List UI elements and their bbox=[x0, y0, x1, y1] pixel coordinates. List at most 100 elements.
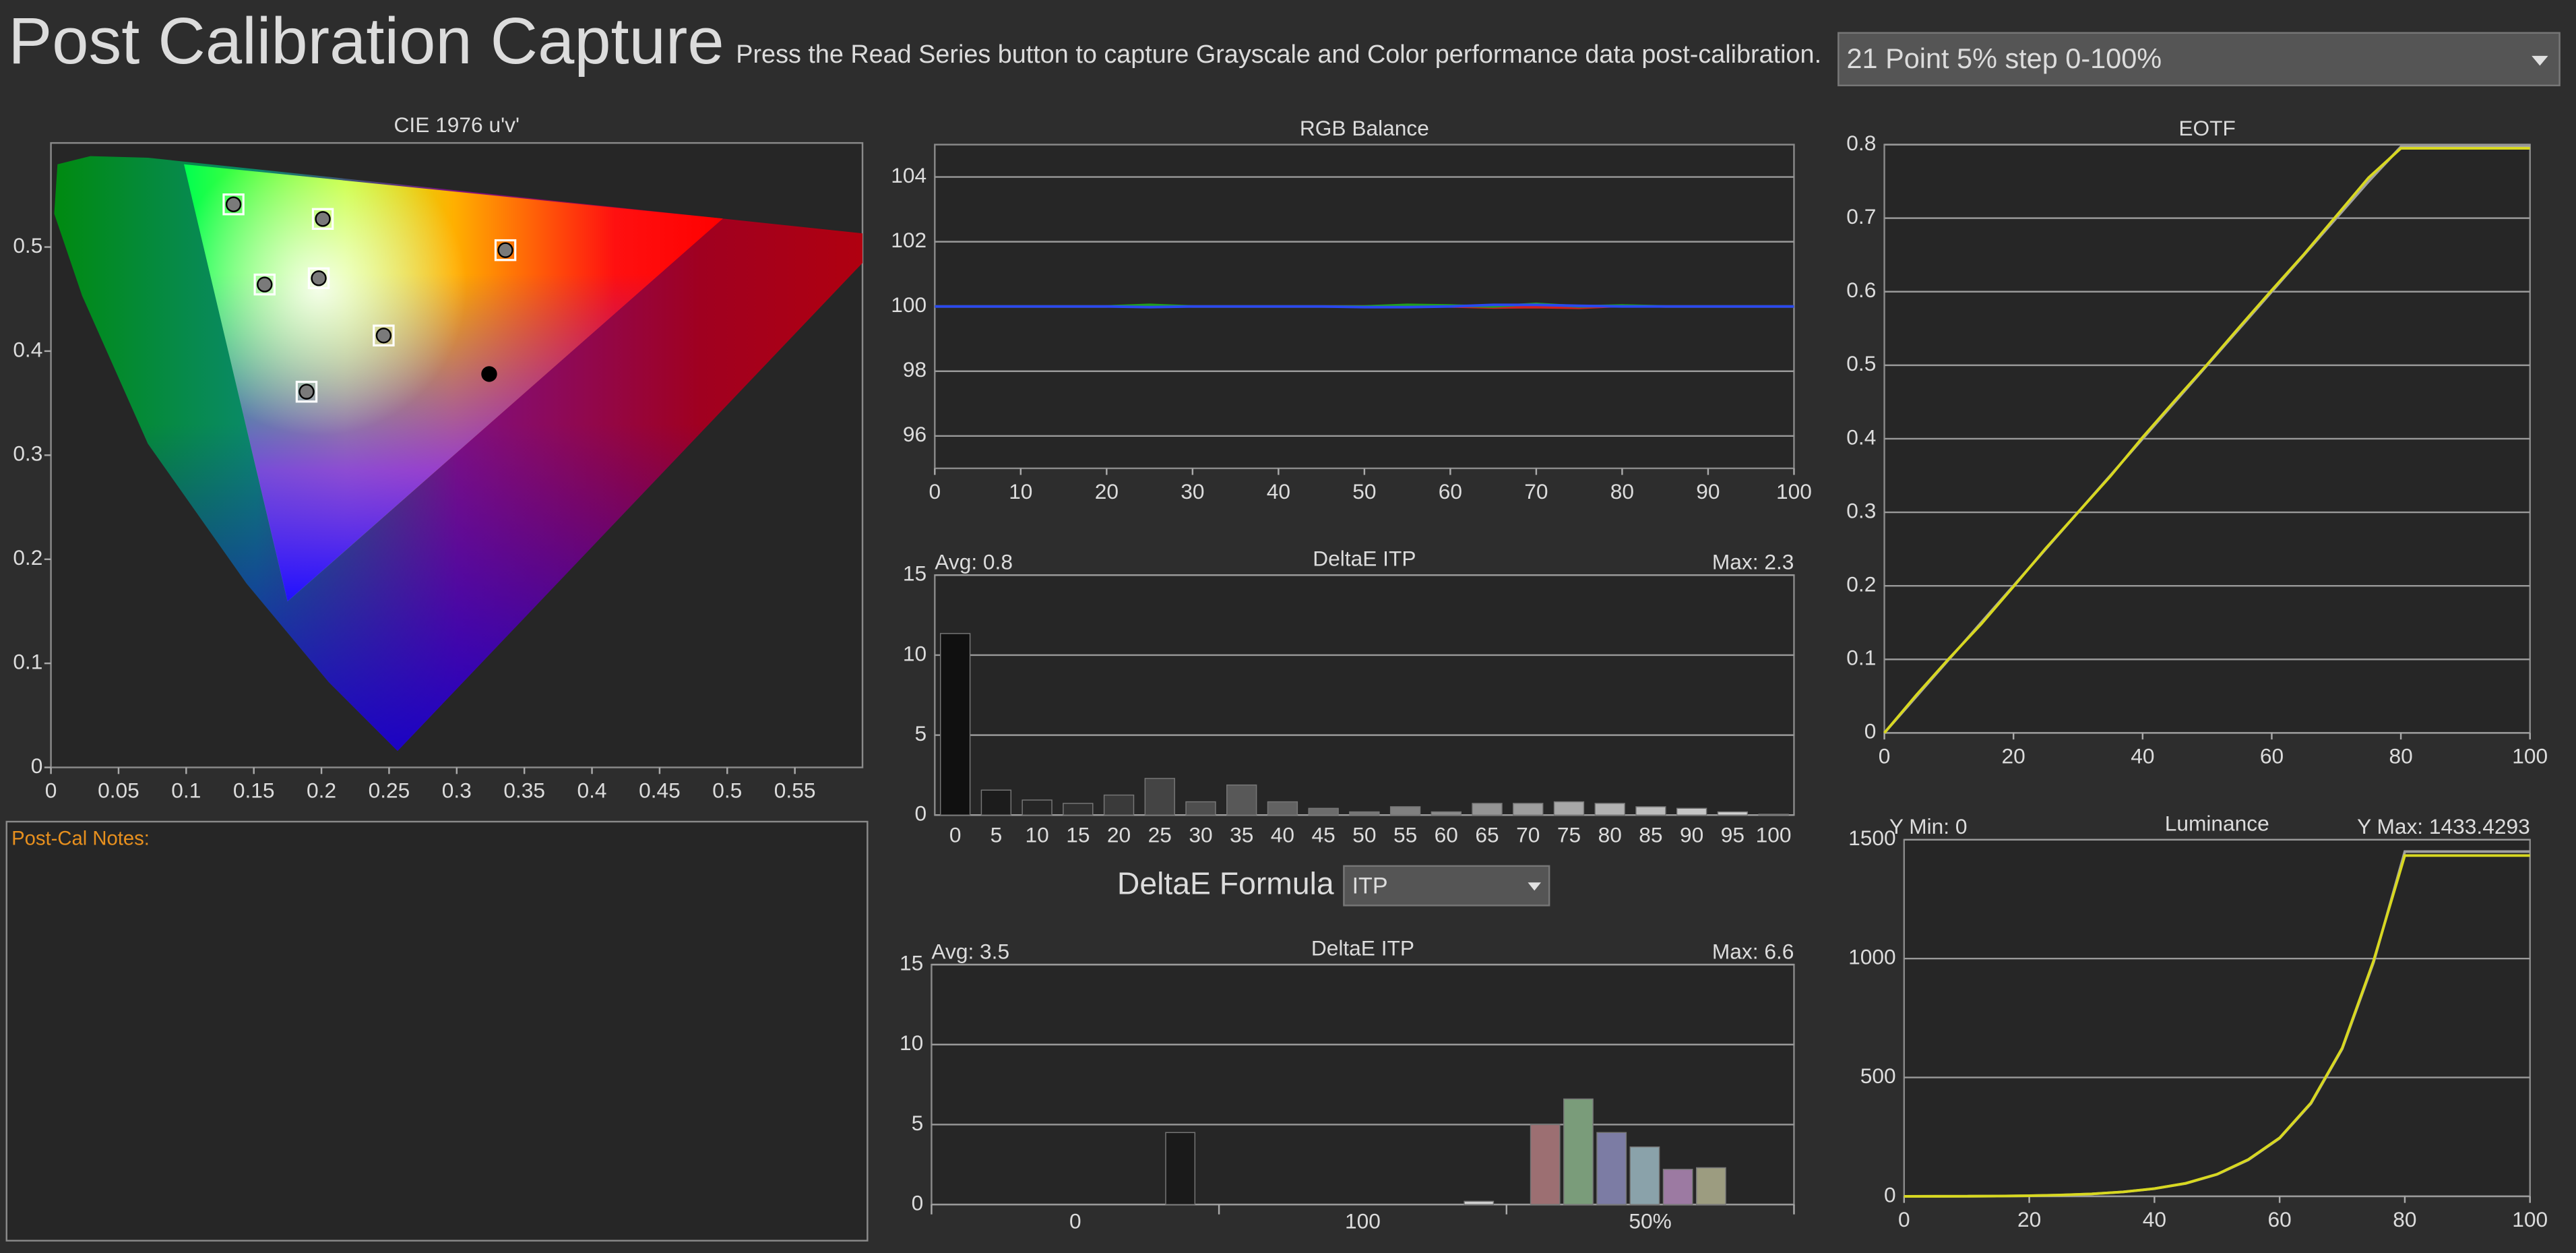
group-label: 0 bbox=[1069, 1209, 1081, 1233]
bar bbox=[1103, 794, 1135, 816]
y-tick-label: 5 bbox=[914, 721, 926, 745]
y-tick-label: 104 bbox=[891, 163, 926, 187]
dropdown-arrow[interactable] bbox=[2532, 55, 2548, 66]
x-tick-label: 40 bbox=[1271, 822, 1294, 847]
x-tick-label: 70 bbox=[1516, 822, 1540, 847]
y-tick-label: 0.2 bbox=[1846, 572, 1876, 597]
bar bbox=[980, 789, 1012, 816]
x-tick-label: 60 bbox=[1435, 822, 1458, 847]
series-dropdown[interactable]: 21 Point 5% step 0-100% bbox=[1837, 32, 2561, 86]
y-tick-label: 1500 bbox=[1848, 826, 1896, 850]
x-tick-label: 90 bbox=[1680, 822, 1703, 847]
series-line bbox=[1883, 147, 2530, 734]
bar bbox=[1185, 801, 1216, 816]
y-tick-label: 500 bbox=[1860, 1064, 1896, 1088]
bar bbox=[1267, 801, 1298, 816]
x-tick-label: 100 bbox=[1776, 479, 1812, 503]
plot-area bbox=[934, 574, 1795, 816]
bar bbox=[1349, 811, 1380, 816]
y-tick-label: 0.2 bbox=[13, 545, 42, 570]
bar bbox=[1513, 803, 1544, 816]
y-tick-label: 0.8 bbox=[1846, 131, 1876, 155]
chart-title: EOTF bbox=[2178, 116, 2236, 140]
notes-box[interactable] bbox=[5, 820, 869, 1242]
y-tick-label: 0.7 bbox=[1846, 204, 1876, 228]
y-tick-label: 0.6 bbox=[1846, 278, 1876, 302]
x-tick-label: 95 bbox=[1721, 822, 1745, 847]
x-tick-label: 80 bbox=[2393, 1207, 2416, 1231]
x-tick-label: 0 bbox=[1898, 1207, 1910, 1231]
x-tick-label: 0.15 bbox=[233, 778, 275, 803]
x-tick-label: 0 bbox=[45, 778, 57, 803]
page-title: Post Calibration Capture bbox=[8, 4, 724, 78]
dropdown-arrow[interactable] bbox=[1528, 882, 1541, 891]
y-tick-label: 0.5 bbox=[1846, 351, 1876, 375]
max-label: Max: 2.3 bbox=[1712, 550, 1794, 574]
chart-title: CIE 1976 u'v' bbox=[394, 113, 520, 137]
x-tick-label: 0.55 bbox=[774, 778, 816, 803]
x-tick-label: 0.5 bbox=[712, 778, 742, 803]
x-tick-label: 90 bbox=[1696, 479, 1720, 503]
point bbox=[315, 211, 331, 227]
ymin-label: Y Min: 0 bbox=[1889, 814, 1968, 838]
x-tick-label: 70 bbox=[1524, 479, 1548, 503]
bar bbox=[1594, 803, 1625, 816]
x-tick-label: 0.45 bbox=[639, 778, 681, 803]
x-tick-label: 20 bbox=[1095, 479, 1119, 503]
x-tick-label: 20 bbox=[2002, 743, 2025, 768]
x-tick-label: 0 bbox=[929, 479, 941, 503]
dropdown-box[interactable] bbox=[1343, 865, 1550, 907]
x-tick-label: 100 bbox=[1756, 822, 1792, 847]
bar bbox=[1472, 803, 1503, 816]
chart-title: DeltaE ITP bbox=[1311, 936, 1414, 960]
bar bbox=[1553, 801, 1585, 816]
x-tick-label: 15 bbox=[1066, 822, 1090, 847]
x-tick-label: 50 bbox=[1352, 822, 1376, 847]
x-tick-label: 65 bbox=[1475, 822, 1499, 847]
x-tick-label: 0.2 bbox=[307, 778, 336, 803]
x-tick-label: 80 bbox=[1610, 479, 1634, 503]
group-label: 100 bbox=[1345, 1209, 1381, 1233]
bar bbox=[1165, 1132, 1196, 1205]
bar bbox=[1662, 1169, 1693, 1205]
formula-dropdown[interactable]: ITP bbox=[1343, 865, 1550, 907]
bar bbox=[1758, 814, 1789, 816]
dropdown-value[interactable]: 21 Point 5% step 0-100% bbox=[1846, 42, 2162, 74]
target-marker bbox=[295, 380, 318, 403]
x-tick-label: 0.4 bbox=[577, 778, 607, 803]
dropdown-value[interactable]: ITP bbox=[1352, 874, 1388, 899]
x-tick-label: 50 bbox=[1352, 479, 1376, 503]
x-tick-label: 100 bbox=[2512, 1207, 2548, 1231]
bar bbox=[1063, 803, 1094, 816]
y-tick-label: 0.4 bbox=[1846, 425, 1876, 449]
x-tick-label: 85 bbox=[1639, 822, 1662, 847]
y-tick-label: 10 bbox=[900, 1031, 923, 1055]
y-tick-label: 98 bbox=[903, 357, 926, 381]
target-marker bbox=[222, 193, 245, 216]
x-tick-label: 45 bbox=[1312, 822, 1336, 847]
x-tick-label: 30 bbox=[1181, 479, 1204, 503]
y-tick-label: 100 bbox=[891, 293, 926, 317]
target-marker bbox=[253, 273, 276, 296]
point bbox=[225, 196, 242, 212]
y-tick-label: 0.5 bbox=[13, 233, 42, 257]
x-tick-label: 10 bbox=[1009, 479, 1032, 503]
formula-label: DeltaE Formula bbox=[1117, 865, 1334, 900]
target-marker bbox=[494, 239, 517, 262]
bar bbox=[1389, 806, 1421, 816]
bar bbox=[939, 633, 971, 816]
notes-label: Post-Cal Notes: bbox=[11, 828, 150, 850]
y-tick-label: 0.1 bbox=[1846, 646, 1876, 670]
y-tick-label: 102 bbox=[891, 228, 926, 252]
series-line bbox=[935, 303, 1794, 309]
x-tick-label: 0.1 bbox=[171, 778, 201, 803]
chart-title: DeltaE ITP bbox=[1313, 547, 1416, 571]
target-marker bbox=[307, 267, 330, 290]
point bbox=[481, 366, 497, 382]
target-marker bbox=[373, 324, 395, 346]
dropdown-box[interactable] bbox=[1837, 32, 2561, 86]
x-tick-label: 75 bbox=[1557, 822, 1581, 847]
y-tick-label: 0.3 bbox=[13, 441, 42, 466]
chart-title: Luminance bbox=[2165, 811, 2269, 835]
